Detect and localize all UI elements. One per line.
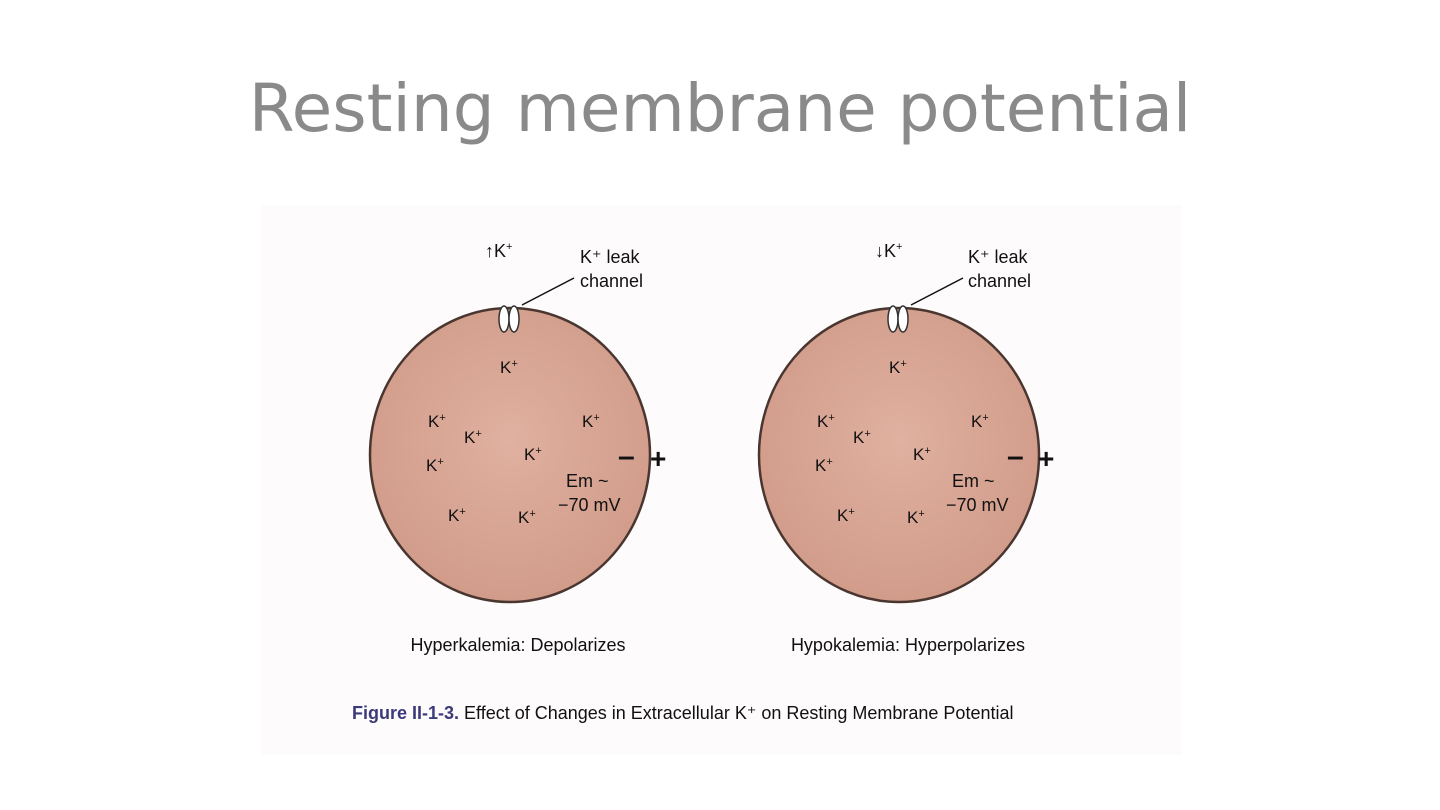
k-ion: K+ [913, 445, 931, 464]
k-ion: K+ [837, 506, 855, 525]
cell-caption: Hyperkalemia: Depolarizes [410, 635, 625, 655]
slide-title: Resting membrane potential [248, 70, 1192, 147]
cell-membrane [757, 306, 1041, 604]
figure-caption: Figure II-1-3. Effect of Changes in Extr… [352, 703, 1013, 723]
channel-label-line2: channel [968, 271, 1031, 291]
k-ion: K+ [524, 445, 542, 464]
channel-label-line1: K⁺ leak [968, 247, 1029, 267]
k-ion: K+ [815, 456, 833, 475]
k-ion: K+ [500, 358, 518, 377]
cell-membrane [368, 306, 652, 604]
extracellular-k-label: ↑K+ [485, 241, 512, 261]
channel-label-line1: K⁺ leak [580, 247, 641, 267]
plus-sign: + [650, 443, 666, 474]
em-label-line2: −70 mV [558, 495, 621, 515]
k-ion: K+ [582, 412, 600, 431]
figure-caption-text: Effect of Changes in Extracellular K⁺ on… [459, 703, 1013, 723]
k-ion: K+ [907, 508, 925, 527]
cell-hypokalemia: ↓K+ K⁺ leak channel K+ K+ K+ K+ K+ K+ K+… [757, 241, 1054, 655]
em-label-line1: Em ~ [566, 471, 609, 491]
minus-sign: – [618, 440, 635, 473]
em-label-line2: −70 mV [946, 495, 1009, 515]
cell-caption: Hypokalemia: Hyperpolarizes [791, 635, 1025, 655]
em-label-line1: Em ~ [952, 471, 995, 491]
k-ions: K+ K+ K+ K+ K+ K+ K+ K+ [815, 358, 989, 527]
k-ion: K+ [971, 412, 989, 431]
leak-channel-icon [498, 305, 520, 333]
k-ion: K+ [518, 508, 536, 527]
channel-pointer-line [910, 277, 964, 306]
figure-panel: ↑K+ K⁺ leak channel K+ K+ K+ K+ K+ K+ K+… [262, 205, 1182, 755]
k-ion: K+ [889, 358, 907, 377]
k-ion: K+ [428, 412, 446, 431]
k-ion: K+ [817, 412, 835, 431]
k-ion: K+ [464, 428, 482, 447]
channel-label-line2: channel [580, 271, 643, 291]
k-ions: K+ K+ K+ K+ K+ K+ K+ K+ [426, 358, 600, 527]
cell-hyperkalemia: ↑K+ K⁺ leak channel K+ K+ K+ K+ K+ K+ K+… [368, 241, 666, 655]
k-ion: K+ [448, 506, 466, 525]
plus-sign: + [1038, 443, 1054, 474]
figure-number: Figure II-1-3. [352, 703, 459, 723]
k-ion: K+ [426, 456, 444, 475]
minus-sign: – [1007, 440, 1024, 473]
leak-channel-icon [887, 305, 909, 333]
channel-pointer-line [521, 277, 575, 306]
membrane-diagram: ↑K+ K⁺ leak channel K+ K+ K+ K+ K+ K+ K+… [352, 241, 1054, 723]
k-ion: K+ [853, 428, 871, 447]
extracellular-k-label: ↓K+ [875, 241, 902, 261]
